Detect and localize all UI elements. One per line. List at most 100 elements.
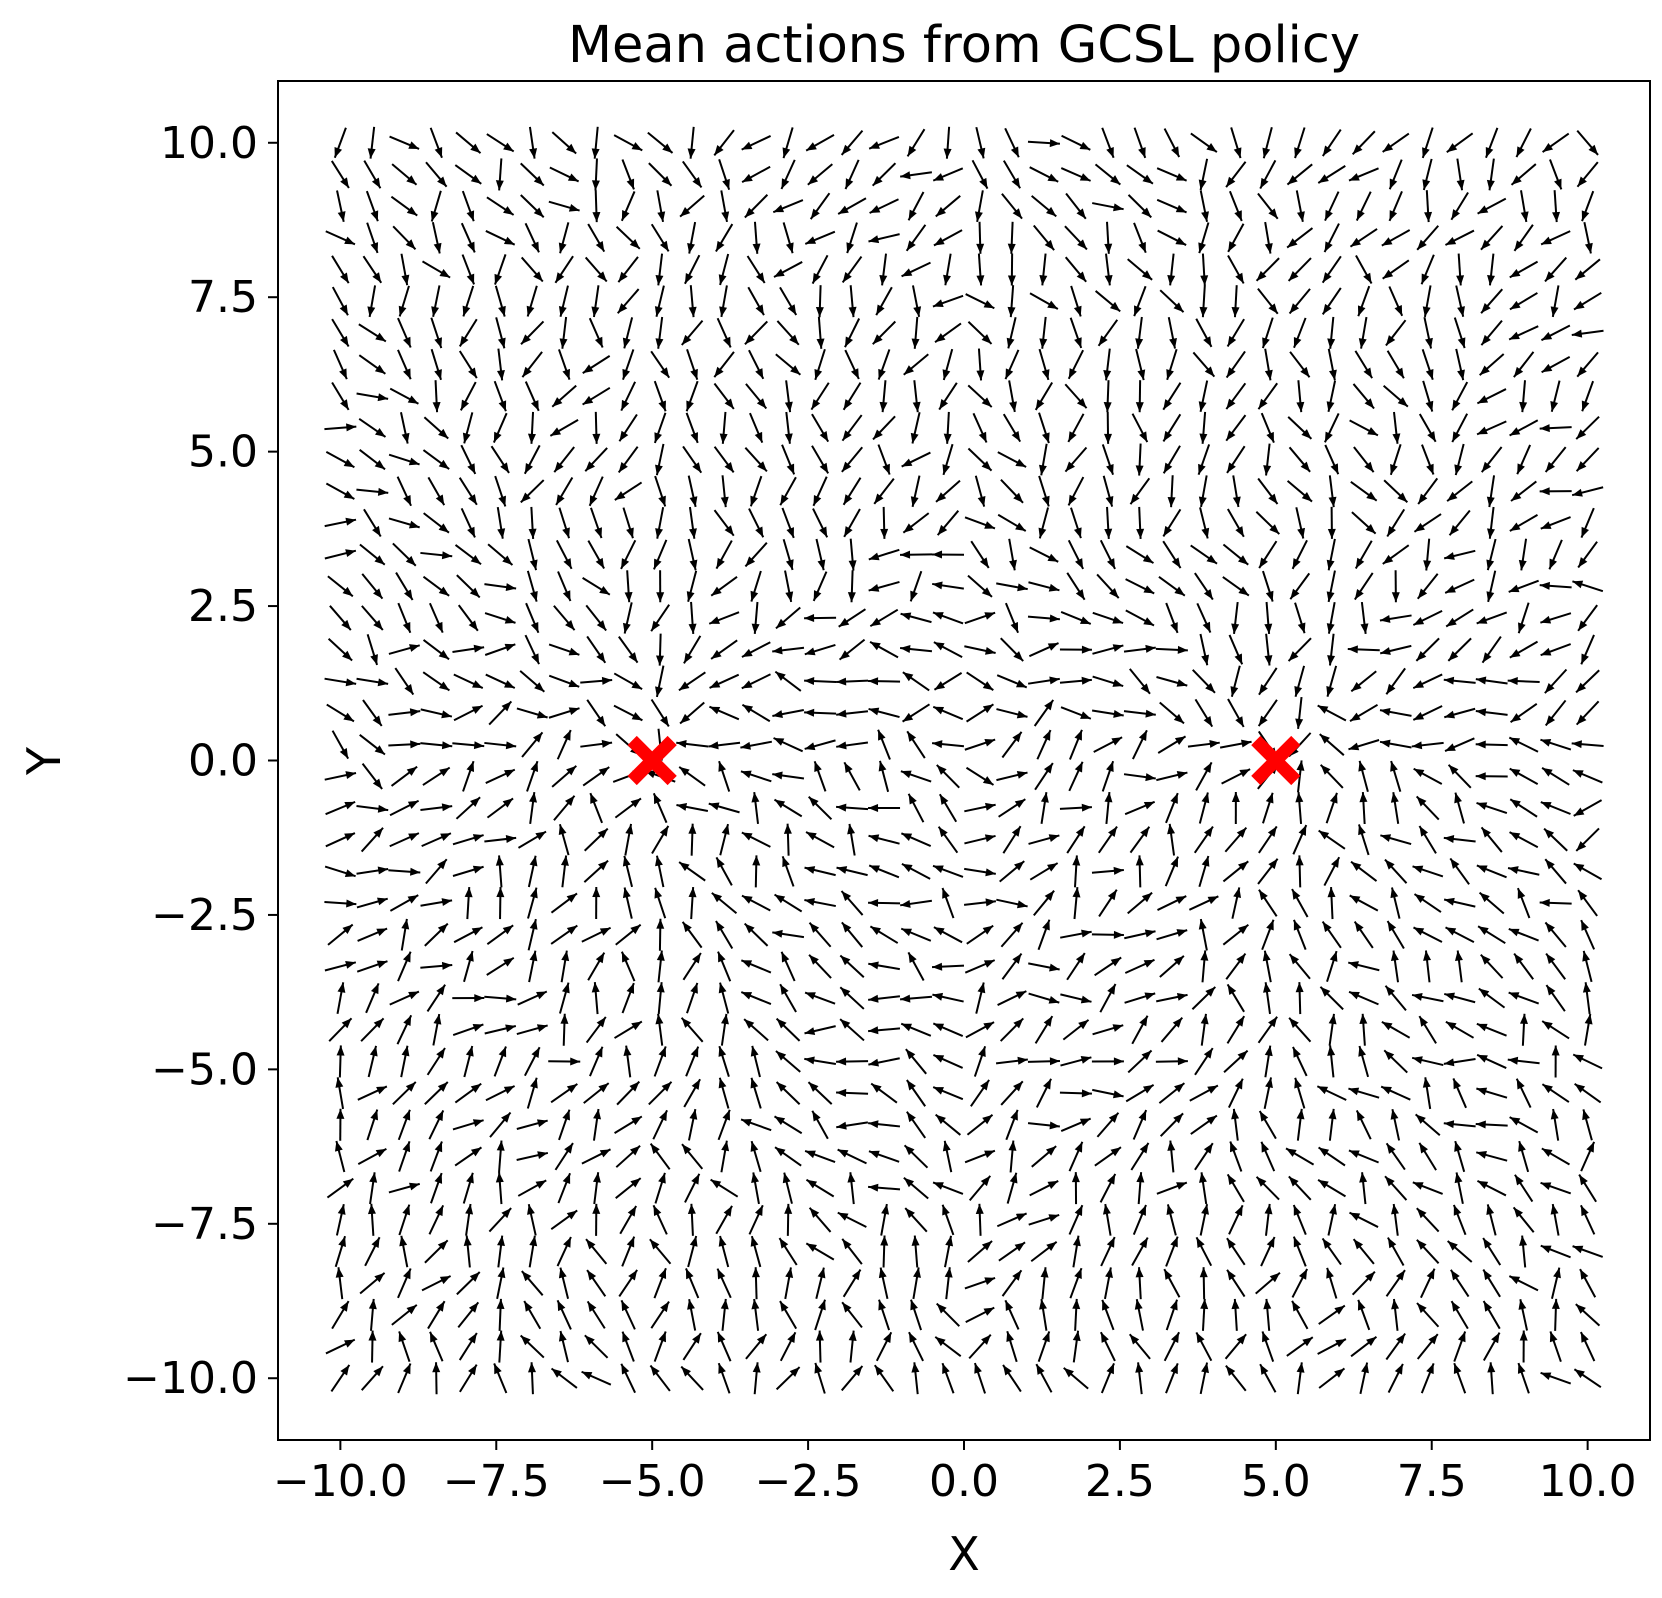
quiver-arrow (685, 1268, 700, 1299)
quiver-arrow (1226, 1269, 1246, 1298)
quiver-arrow (1450, 1300, 1469, 1330)
quiver-arrow (1548, 539, 1563, 570)
quiver-arrow (1348, 739, 1380, 751)
quiver-arrow (685, 1046, 700, 1077)
quiver-arrow (1327, 1203, 1337, 1236)
quiver-arrow (1039, 253, 1048, 286)
quiver-arrow (1326, 538, 1336, 571)
quiver-arrow (528, 1362, 536, 1395)
quiver-arrow (420, 551, 453, 560)
quiver-arrow (1162, 540, 1182, 569)
quiver-arrow (1286, 480, 1313, 503)
quiver-arrow (1480, 319, 1503, 346)
quiver-arrow (688, 823, 697, 856)
quiver-arrow (592, 1203, 601, 1236)
quiver-arrow (427, 476, 446, 506)
quiver-arrow (390, 195, 418, 217)
quiver-arrow (868, 1026, 901, 1035)
quiver-arrow (1412, 610, 1443, 626)
quiver-arrow (781, 855, 795, 887)
quiver-arrow (1258, 1110, 1277, 1140)
quiver-arrow (460, 222, 476, 253)
quiver-arrow (941, 1362, 955, 1394)
quiver-arrow (1386, 920, 1405, 949)
quiver-arrow (1480, 225, 1504, 251)
quiver-arrow (975, 1203, 984, 1236)
quiver-arrow (484, 994, 517, 1003)
quiver-arrow (652, 1204, 668, 1235)
quiver-arrow (1104, 791, 1113, 825)
quiver-arrow (1292, 824, 1308, 855)
quiver-arrow (1123, 644, 1156, 653)
quiver-arrow (1001, 1269, 1023, 1297)
quiver-arrow (684, 1173, 701, 1203)
quiver-arrow (591, 982, 600, 1015)
quiver-arrow (775, 1081, 801, 1105)
quiver-arrow (1060, 929, 1092, 939)
quiver-arrow (654, 1172, 666, 1204)
quiver-arrow (931, 740, 965, 749)
quiver-arrow (1352, 1238, 1375, 1265)
quiver-arrow (391, 1304, 418, 1326)
quiver-arrow (650, 1300, 670, 1329)
quiver-arrows (324, 126, 1604, 1395)
quiver-arrow (1476, 801, 1508, 815)
quiver-arrow (336, 1045, 345, 1078)
quiver-arrow (814, 348, 826, 381)
quiver-arrow (550, 892, 578, 914)
quiver-arrow (389, 387, 419, 405)
quiver-arrow (453, 673, 484, 689)
quiver-arrow (653, 1267, 667, 1299)
quiver-arrow (1544, 668, 1568, 694)
quiver-arrow (587, 952, 606, 981)
quiver-arrow (1287, 637, 1312, 662)
quiver-arrow (420, 708, 453, 719)
quiver-arrow (1296, 1108, 1305, 1141)
quiver-arrow (687, 221, 697, 254)
quiver-arrow (1040, 1267, 1049, 1300)
quiver-arrow (836, 709, 869, 718)
quiver-arrow (906, 128, 926, 157)
quiver-arrow (426, 1047, 446, 1076)
quiver-arrow (1385, 1142, 1406, 1171)
quiver-arrow (1347, 645, 1380, 654)
quiver-arrow (815, 1330, 824, 1363)
quiver-arrow (715, 223, 734, 253)
quiver-arrow (744, 542, 768, 568)
quiver-arrow (1390, 792, 1400, 824)
quiver-arrow (683, 635, 702, 664)
quiver-arrow (1384, 858, 1408, 884)
quiver-arrow (1231, 792, 1240, 825)
quiver-arrow (718, 1045, 730, 1078)
quiver-arrow (686, 982, 699, 1014)
quiver-arrow (804, 866, 836, 877)
quiver-arrow (1027, 614, 1060, 623)
quiver-arrow (1412, 865, 1444, 878)
quiver-arrow (678, 766, 706, 787)
quiver-arrow (812, 476, 828, 507)
quiver-arrow (1509, 419, 1539, 437)
quiver-arrow (432, 1362, 441, 1395)
quiver-arrow (1260, 1141, 1276, 1172)
quiver-arrow (1158, 576, 1186, 597)
quiver-arrow (397, 1109, 411, 1141)
quiver-arrow (879, 380, 888, 413)
quiver-arrow (528, 1235, 538, 1268)
quiver-arrow (1028, 834, 1060, 845)
quiver-arrow (452, 741, 485, 750)
quiver-arrow (362, 255, 383, 284)
quiver-arrow (1197, 444, 1211, 475)
quiver-arrow (779, 1331, 797, 1362)
quiver-arrow (1540, 643, 1572, 657)
quiver-arrow (488, 1207, 512, 1233)
quiver-arrow (495, 317, 506, 349)
quiver-arrow (654, 887, 667, 919)
quiver-arrow (1509, 767, 1539, 785)
quiver-arrow (397, 317, 412, 348)
quiver-arrow (618, 1269, 638, 1298)
quiver-arrow (808, 922, 832, 948)
quiver-arrow (910, 1299, 923, 1331)
quiver-arrow (774, 893, 803, 913)
quiver-arrow (807, 163, 833, 186)
quiver-arrow (804, 708, 837, 717)
